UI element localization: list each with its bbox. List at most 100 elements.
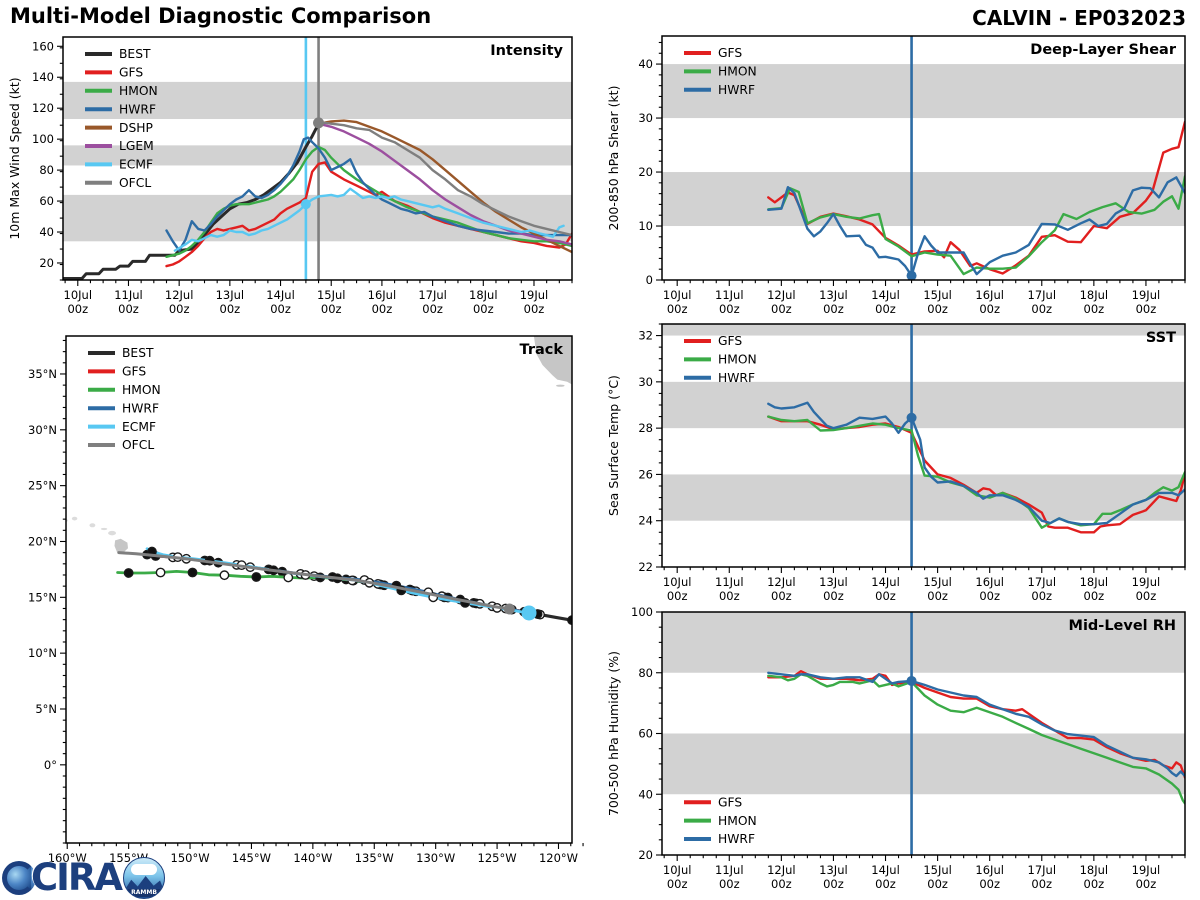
y-axis-label: 700-500 hPa Humidity (%) xyxy=(606,651,621,816)
legend-item-GFS: GFS xyxy=(684,46,742,60)
svg-text:10°N: 10°N xyxy=(28,646,57,660)
legend-item-HWRF: HWRF xyxy=(684,832,755,846)
legend-item-HMON: HMON xyxy=(684,353,757,367)
panel-title-track: Track xyxy=(520,342,564,358)
svg-text:00z: 00z xyxy=(875,589,896,603)
series-shear-HWRF xyxy=(767,176,1185,277)
svg-text:HWRF: HWRF xyxy=(122,401,159,415)
svg-text:30: 30 xyxy=(638,111,653,125)
svg-text:00z: 00z xyxy=(169,302,190,316)
svg-text:10: 10 xyxy=(638,219,653,233)
globe-icon xyxy=(2,861,36,895)
svg-text:35°N: 35°N xyxy=(28,367,57,381)
svg-text:14Jul: 14Jul xyxy=(871,575,900,589)
legend: GFS HMON HWRF xyxy=(684,46,757,97)
rammb-badge: RAMMB xyxy=(123,857,166,899)
plot-area xyxy=(63,37,572,280)
svg-text:18Jul: 18Jul xyxy=(1080,288,1109,302)
svg-text:00z: 00z xyxy=(1084,302,1105,316)
plot-area xyxy=(662,36,1185,280)
axes-frame xyxy=(65,335,573,844)
legend-item-GFS: GFS xyxy=(88,365,146,379)
series-rh-HWRF xyxy=(767,671,1185,778)
axes: 10Jul00z11Jul00z12Jul00z13Jul00z14Jul00z… xyxy=(32,39,573,316)
svg-text:19Jul: 19Jul xyxy=(1132,288,1161,302)
svg-text:00z: 00z xyxy=(927,302,948,316)
svg-text:14Jul: 14Jul xyxy=(266,288,295,302)
svg-text:00z: 00z xyxy=(979,589,1000,603)
panel-title-shear: Deep-Layer Shear xyxy=(1030,42,1177,58)
svg-text:18Jul: 18Jul xyxy=(1080,575,1109,589)
svg-text:17Jul: 17Jul xyxy=(418,288,447,302)
position-marker-12z xyxy=(155,567,166,578)
svg-text:00z: 00z xyxy=(220,302,241,316)
svg-text:18Jul: 18Jul xyxy=(1080,863,1109,877)
svg-text:00z: 00z xyxy=(1031,589,1052,603)
init-dot-ECMF xyxy=(521,605,537,621)
svg-text:GFS: GFS xyxy=(718,795,742,809)
svg-text:30°N: 30°N xyxy=(28,423,57,437)
series-rh-HMON xyxy=(767,673,1185,805)
legend-item-HMON: HMON xyxy=(684,814,757,828)
svg-text:15Jul: 15Jul xyxy=(923,575,952,589)
svg-text:12Jul: 12Jul xyxy=(165,288,194,302)
legend-item-HWRF: HWRF xyxy=(85,102,156,116)
plot-area xyxy=(662,612,1185,855)
legend-item-HMON: HMON xyxy=(684,65,757,79)
svg-text:150°W: 150°W xyxy=(171,851,210,865)
legend-item-HMON: HMON xyxy=(85,84,158,98)
svg-text:0: 0 xyxy=(646,273,653,287)
axes-frame xyxy=(62,36,573,281)
svg-text:140: 140 xyxy=(32,70,54,84)
svg-text:17Jul: 17Jul xyxy=(1028,863,1057,877)
panel-sst: 10Jul00z11Jul00z12Jul00z13Jul00z14Jul00z… xyxy=(606,323,1186,603)
category-band xyxy=(662,172,1185,227)
init-dot-HWRF xyxy=(906,675,917,686)
svg-text:60: 60 xyxy=(638,727,653,741)
svg-text:19Jul: 19Jul xyxy=(520,288,549,302)
svg-text:135°W: 135°W xyxy=(355,851,394,865)
legend-item-OFCL: OFCL xyxy=(85,176,151,190)
position-marker-12z xyxy=(219,570,230,581)
svg-text:12Jul: 12Jul xyxy=(767,288,796,302)
svg-text:10Jul: 10Jul xyxy=(663,575,692,589)
svg-text:OFCL: OFCL xyxy=(122,438,154,452)
svg-text:ECMF: ECMF xyxy=(119,158,153,172)
svg-text:11Jul: 11Jul xyxy=(715,575,744,589)
svg-text:OFCL: OFCL xyxy=(119,176,151,190)
svg-text:00z: 00z xyxy=(524,302,545,316)
svg-text:15°N: 15°N xyxy=(28,590,57,604)
cira-rammb-logo: CIRA RAMMB xyxy=(2,857,166,899)
svg-text:00z: 00z xyxy=(771,302,792,316)
svg-text:12Jul: 12Jul xyxy=(767,575,796,589)
svg-text:80: 80 xyxy=(638,666,653,680)
svg-text:140°W: 140°W xyxy=(293,851,332,865)
legend: GFS HMON HWRF xyxy=(684,334,757,385)
legend-item-HWRF: HWRF xyxy=(88,401,159,415)
svg-text:00z: 00z xyxy=(667,589,688,603)
svg-text:00z: 00z xyxy=(823,589,844,603)
svg-text:HWRF: HWRF xyxy=(718,371,755,385)
svg-text:5°N: 5°N xyxy=(35,702,57,716)
svg-text:GFS: GFS xyxy=(718,334,742,348)
svg-text:19Jul: 19Jul xyxy=(1132,863,1161,877)
svg-text:00z: 00z xyxy=(1136,589,1157,603)
svg-text:00z: 00z xyxy=(1084,589,1105,603)
panel-title-sst: SST xyxy=(1146,330,1176,346)
panel-track: 160°W 155°W 150°W 145°W 140°W 135°W 130°W 125°W… xyxy=(28,335,584,865)
svg-text:25°N: 25°N xyxy=(28,479,57,493)
svg-text:00z: 00z xyxy=(927,877,948,891)
axes: 10Jul00z11Jul00z12Jul00z13Jul00z14Jul00z… xyxy=(631,605,1186,891)
svg-text:30: 30 xyxy=(638,375,653,389)
category-band xyxy=(662,64,1185,119)
panel-shear: 10Jul00z11Jul00z12Jul00z13Jul00z14Jul00z… xyxy=(606,35,1186,316)
legend-item-ECMF: ECMF xyxy=(85,158,153,172)
svg-text:00z: 00z xyxy=(118,302,139,316)
svg-text:13Jul: 13Jul xyxy=(819,288,848,302)
svg-text:GFS: GFS xyxy=(122,365,146,379)
plot-area xyxy=(66,336,572,626)
svg-text:HMON: HMON xyxy=(718,814,757,828)
legend-item-LGEM: LGEM xyxy=(85,139,154,153)
init-dot-OFCL xyxy=(503,603,515,615)
position-marker-00z xyxy=(123,568,134,578)
